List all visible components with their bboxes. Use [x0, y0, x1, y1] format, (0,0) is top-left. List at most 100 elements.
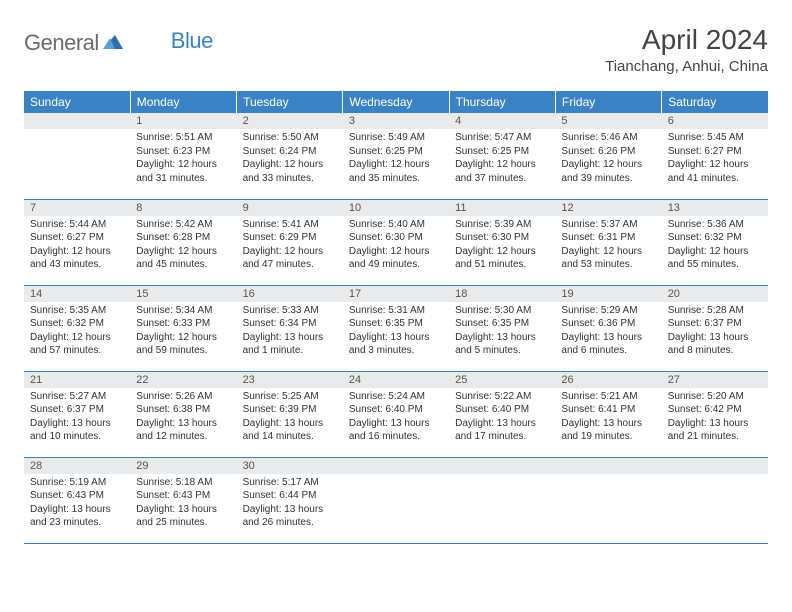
sunset-line: Sunset: 6:43 PM: [136, 489, 230, 503]
sunrise-line: Sunrise: 5:22 AM: [455, 390, 549, 404]
sunrise-line: Sunrise: 5:39 AM: [455, 218, 549, 232]
daylight-line: Daylight: 13 hours and 5 minutes.: [455, 331, 549, 358]
sunset-line: Sunset: 6:39 PM: [243, 403, 337, 417]
daylight-line: Daylight: 13 hours and 10 minutes.: [30, 417, 124, 444]
day-details: Sunrise: 5:34 AMSunset: 6:33 PMDaylight:…: [130, 302, 236, 362]
daylight-line: Daylight: 12 hours and 45 minutes.: [136, 245, 230, 272]
day-number: 12: [555, 200, 661, 216]
sunset-line: Sunset: 6:25 PM: [455, 145, 549, 159]
day-number: 3: [343, 113, 449, 129]
calendar-cell: 16Sunrise: 5:33 AMSunset: 6:34 PMDayligh…: [237, 285, 343, 371]
daylight-line: Daylight: 13 hours and 26 minutes.: [243, 503, 337, 530]
daylight-line: Daylight: 13 hours and 16 minutes.: [349, 417, 443, 444]
day-details: Sunrise: 5:42 AMSunset: 6:28 PMDaylight:…: [130, 216, 236, 276]
day-details: Sunrise: 5:41 AMSunset: 6:29 PMDaylight:…: [237, 216, 343, 276]
day-number: 21: [24, 372, 130, 388]
day-details: Sunrise: 5:36 AMSunset: 6:32 PMDaylight:…: [662, 216, 768, 276]
day-number: 2: [237, 113, 343, 129]
header: General Blue April 2024 Tianchang, Anhui…: [24, 24, 768, 75]
calendar-cell: 20Sunrise: 5:28 AMSunset: 6:37 PMDayligh…: [662, 285, 768, 371]
sunrise-line: Sunrise: 5:41 AM: [243, 218, 337, 232]
sunrise-line: Sunrise: 5:33 AM: [243, 304, 337, 318]
day-details: Sunrise: 5:22 AMSunset: 6:40 PMDaylight:…: [449, 388, 555, 448]
daylight-line: Daylight: 13 hours and 25 minutes.: [136, 503, 230, 530]
day-number: 11: [449, 200, 555, 216]
day-number: 29: [130, 458, 236, 474]
day-details: Sunrise: 5:46 AMSunset: 6:26 PMDaylight:…: [555, 129, 661, 189]
daylight-line: Daylight: 13 hours and 6 minutes.: [561, 331, 655, 358]
calendar-cell: 12Sunrise: 5:37 AMSunset: 6:31 PMDayligh…: [555, 199, 661, 285]
day-details: Sunrise: 5:37 AMSunset: 6:31 PMDaylight:…: [555, 216, 661, 276]
sunset-line: Sunset: 6:23 PM: [136, 145, 230, 159]
sunrise-line: Sunrise: 5:18 AM: [136, 476, 230, 490]
title-block: April 2024 Tianchang, Anhui, China: [605, 24, 768, 75]
day-details: Sunrise: 5:35 AMSunset: 6:32 PMDaylight:…: [24, 302, 130, 362]
daylight-line: Daylight: 12 hours and 49 minutes.: [349, 245, 443, 272]
day-number: 23: [237, 372, 343, 388]
calendar-cell: [555, 457, 661, 543]
weekday-header: Wednesday: [343, 91, 449, 113]
sunrise-line: Sunrise: 5:47 AM: [455, 131, 549, 145]
calendar-cell: 22Sunrise: 5:26 AMSunset: 6:38 PMDayligh…: [130, 371, 236, 457]
brand-word1: General: [24, 30, 99, 56]
day-details: Sunrise: 5:20 AMSunset: 6:42 PMDaylight:…: [662, 388, 768, 448]
day-details: Sunrise: 5:19 AMSunset: 6:43 PMDaylight:…: [24, 474, 130, 534]
sunrise-line: Sunrise: 5:49 AM: [349, 131, 443, 145]
sunrise-line: Sunrise: 5:20 AM: [668, 390, 762, 404]
day-number: 19: [555, 286, 661, 302]
day-number: [24, 113, 130, 129]
sunset-line: Sunset: 6:28 PM: [136, 231, 230, 245]
sunrise-line: Sunrise: 5:30 AM: [455, 304, 549, 318]
weekday-header: Sunday: [24, 91, 130, 113]
day-details: Sunrise: 5:26 AMSunset: 6:38 PMDaylight:…: [130, 388, 236, 448]
day-details: Sunrise: 5:40 AMSunset: 6:30 PMDaylight:…: [343, 216, 449, 276]
calendar-cell: 25Sunrise: 5:22 AMSunset: 6:40 PMDayligh…: [449, 371, 555, 457]
weekday-header: Tuesday: [237, 91, 343, 113]
calendar-cell: 18Sunrise: 5:30 AMSunset: 6:35 PMDayligh…: [449, 285, 555, 371]
weekday-header: Saturday: [662, 91, 768, 113]
day-details: Sunrise: 5:25 AMSunset: 6:39 PMDaylight:…: [237, 388, 343, 448]
day-number: 10: [343, 200, 449, 216]
calendar-cell: [24, 113, 130, 199]
weekday-header: Monday: [130, 91, 236, 113]
calendar-cell: [343, 457, 449, 543]
day-details: Sunrise: 5:24 AMSunset: 6:40 PMDaylight:…: [343, 388, 449, 448]
sunrise-line: Sunrise: 5:44 AM: [30, 218, 124, 232]
sunrise-line: Sunrise: 5:50 AM: [243, 131, 337, 145]
day-number: [449, 458, 555, 474]
calendar-cell: 29 Sunrise: 5:18 AMSunset: 6:43 PMDayligh…: [130, 457, 236, 543]
sunrise-line: Sunrise: 5:31 AM: [349, 304, 443, 318]
calendar-table: SundayMondayTuesdayWednesdayThursdayFrid…: [24, 91, 768, 544]
sunset-line: Sunset: 6:25 PM: [349, 145, 443, 159]
day-number: [555, 458, 661, 474]
day-number: 9: [237, 200, 343, 216]
day-details: [662, 474, 768, 534]
sunset-line: Sunset: 6:37 PM: [668, 317, 762, 331]
day-number: 18: [449, 286, 555, 302]
sunrise-line: Sunrise: 5:36 AM: [668, 218, 762, 232]
brand-word2: Blue: [171, 28, 213, 54]
sunset-line: Sunset: 6:33 PM: [136, 317, 230, 331]
day-number: 15: [130, 286, 236, 302]
sunset-line: Sunset: 6:43 PM: [30, 489, 124, 503]
day-details: Sunrise: 5:30 AMSunset: 6:35 PMDaylight:…: [449, 302, 555, 362]
day-number: 17: [343, 286, 449, 302]
sunrise-line: Sunrise: 5:26 AM: [136, 390, 230, 404]
day-number: 28: [24, 458, 130, 474]
calendar-header-row: SundayMondayTuesdayWednesdayThursdayFrid…: [24, 91, 768, 113]
calendar-cell: 19Sunrise: 5:29 AMSunset: 6:36 PMDayligh…: [555, 285, 661, 371]
day-details: Sunrise: 5:28 AMSunset: 6:37 PMDaylight:…: [662, 302, 768, 362]
sunset-line: Sunset: 6:27 PM: [668, 145, 762, 159]
calendar-cell: 23Sunrise: 5:25 AMSunset: 6:39 PMDayligh…: [237, 371, 343, 457]
sunrise-line: Sunrise: 5:35 AM: [30, 304, 124, 318]
calendar-cell: [662, 457, 768, 543]
day-number: 27: [662, 372, 768, 388]
calendar-body: 1Sunrise: 5:51 AMSunset: 6:23 PMDaylight…: [24, 113, 768, 543]
calendar-cell: 21Sunrise: 5:27 AMSunset: 6:37 PMDayligh…: [24, 371, 130, 457]
day-number: 6: [662, 113, 768, 129]
sunrise-line: Sunrise: 5:37 AM: [561, 218, 655, 232]
sunset-line: Sunset: 6:27 PM: [30, 231, 124, 245]
day-number: [343, 458, 449, 474]
sunset-line: Sunset: 6:41 PM: [561, 403, 655, 417]
calendar-cell: 27Sunrise: 5:20 AMSunset: 6:42 PMDayligh…: [662, 371, 768, 457]
